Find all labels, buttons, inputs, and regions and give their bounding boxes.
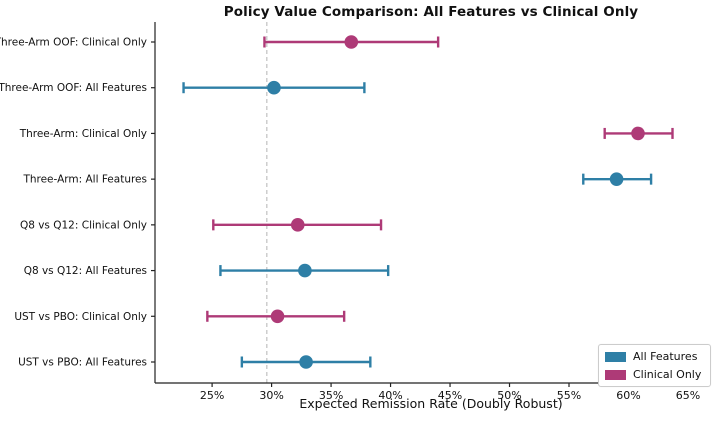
legend-item-clinical-only: Clinical Only (605, 368, 701, 381)
data-point (631, 126, 645, 141)
legend-swatch-clinical-only (605, 369, 626, 380)
x-tick-label: 55% (557, 389, 581, 402)
y-tick-label: UST vs PBO: Clinical Only (14, 311, 147, 323)
data-point (270, 309, 285, 324)
y-tick-label: UST vs PBO: All Features (18, 357, 147, 369)
x-tick-label: 35% (319, 389, 343, 402)
legend: All Features Clinical Only (598, 344, 712, 387)
y-tick-label: Three-Arm OOF: Clinical Only (0, 37, 147, 49)
y-tick-label: Q8 vs Q12: Clinical Only (20, 219, 147, 231)
x-tick-label: 50% (497, 389, 521, 402)
data-point (609, 172, 624, 186)
x-tick-label: 60% (616, 389, 640, 402)
legend-label: Clinical Only (633, 368, 702, 381)
y-tick-label: Three-Arm: All Features (22, 174, 147, 186)
data-point (299, 355, 313, 369)
data-point (298, 263, 312, 278)
legend-swatch-all-features (605, 351, 626, 362)
x-axis-label: Expected Remission Rate (Doubly Robust) (299, 396, 563, 411)
legend-item-all-features: All Features (605, 350, 701, 363)
data-point (290, 218, 305, 232)
x-tick-label: 65% (676, 389, 700, 402)
x-tick-label: 25% (200, 389, 224, 402)
y-tick-label: Three-Arm OOF: All Features (0, 82, 147, 94)
x-tick-label: 30% (259, 389, 283, 402)
x-tick-label: 40% (378, 389, 402, 402)
data-point (267, 80, 281, 95)
y-tick-label: Three-Arm: Clinical Only (19, 128, 147, 140)
data-point (344, 35, 359, 49)
y-tick-label: Q8 vs Q12: All Features (24, 265, 147, 277)
x-tick-label: 45% (438, 389, 462, 402)
legend-label: All Features (633, 350, 698, 363)
chart-title: Policy Value Comparison: All Features vs… (223, 4, 639, 20)
